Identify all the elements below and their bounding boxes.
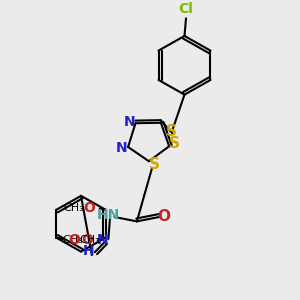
Text: O: O bbox=[68, 233, 80, 247]
Text: S: S bbox=[169, 136, 180, 152]
Text: S: S bbox=[149, 157, 160, 172]
Text: H: H bbox=[83, 244, 95, 258]
Text: S: S bbox=[166, 124, 176, 139]
Text: O: O bbox=[83, 201, 95, 215]
Text: N: N bbox=[116, 141, 127, 155]
Text: CH₃: CH₃ bbox=[79, 235, 100, 245]
Text: O: O bbox=[82, 233, 94, 247]
Text: O: O bbox=[158, 208, 170, 224]
Text: CH₃: CH₃ bbox=[62, 235, 83, 245]
Text: N: N bbox=[124, 115, 135, 129]
Text: Cl: Cl bbox=[178, 2, 194, 16]
Text: N: N bbox=[97, 233, 108, 247]
Text: HN: HN bbox=[97, 208, 120, 222]
Text: CH₃: CH₃ bbox=[64, 203, 85, 213]
